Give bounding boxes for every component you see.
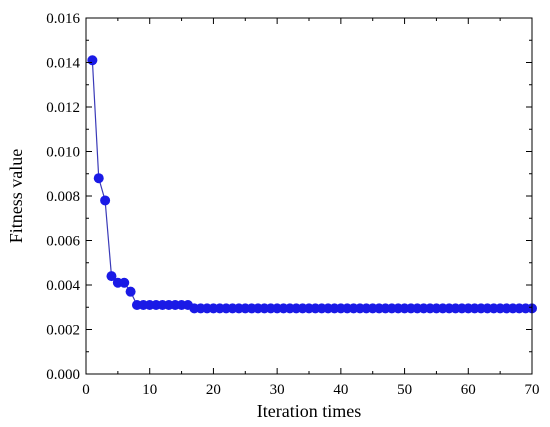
y-axis-title: Fitness value	[6, 149, 26, 244]
data-point	[100, 195, 111, 206]
data-point	[125, 286, 136, 297]
data-point	[87, 55, 98, 66]
x-tick-label: 40	[333, 382, 348, 398]
series-line	[91, 60, 532, 309]
x-tick-label: 60	[461, 382, 476, 398]
y-tick-label: 0.012	[46, 100, 80, 116]
y-tick-label: 0.002	[46, 323, 80, 339]
plot-frame	[85, 17, 533, 375]
y-tick-label: 0.000	[46, 367, 80, 383]
y-tick-label: 0.016	[46, 11, 80, 27]
data-point	[106, 271, 117, 282]
y-tick-label: 0.006	[46, 234, 80, 250]
y-tick-label: 0.008	[46, 189, 80, 205]
x-tick-label: 0	[82, 382, 90, 398]
x-tick-label: 70	[525, 382, 540, 398]
x-tick-label: 50	[397, 382, 412, 398]
data-point	[93, 173, 104, 184]
data-point	[119, 277, 130, 288]
x-tick-label: 30	[270, 382, 285, 398]
x-tick-label: 20	[206, 382, 221, 398]
y-tick-label: 0.014	[46, 56, 80, 72]
x-axis-title: Iteration times	[257, 401, 361, 421]
axis-ticks: 0 10 20 30 40 50 60 70 0.000 0.002 0.004 0.006 0.008…	[46, 11, 539, 398]
y-tick-label: 0.010	[46, 145, 80, 161]
x-tick-label: 10	[142, 382, 157, 398]
data-series	[87, 55, 537, 314]
y-tick-label: 0.004	[46, 278, 80, 294]
